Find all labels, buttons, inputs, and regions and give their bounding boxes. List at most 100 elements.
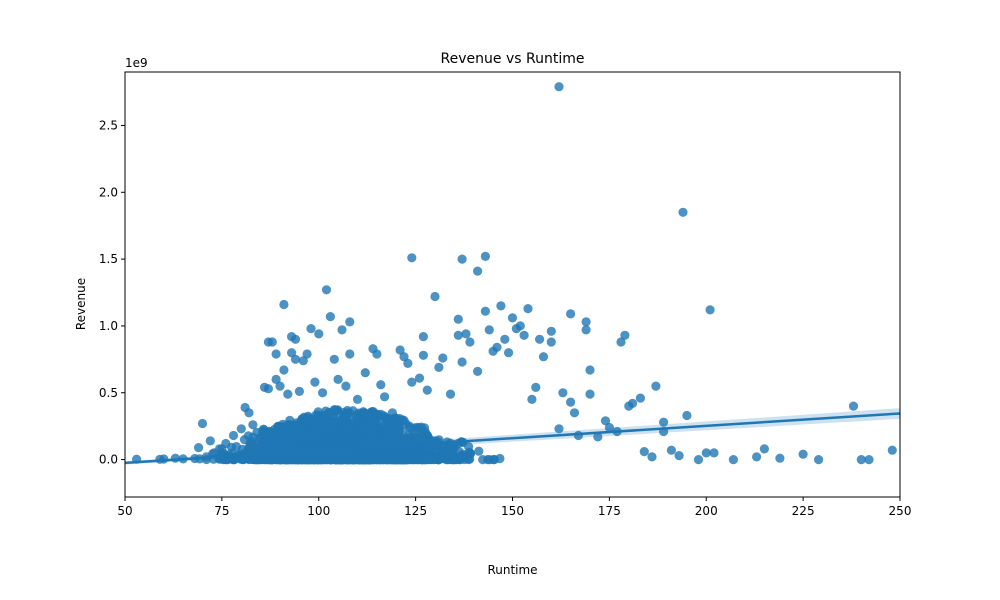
data-point bbox=[418, 332, 428, 342]
data-point bbox=[705, 305, 715, 315]
data-point bbox=[651, 381, 661, 391]
data-point bbox=[484, 455, 495, 465]
data-point bbox=[256, 441, 266, 451]
data-point bbox=[395, 445, 406, 455]
data-point bbox=[639, 447, 649, 457]
data-point bbox=[775, 453, 785, 463]
y-tick-label: 2.0 bbox=[99, 185, 118, 199]
data-point bbox=[294, 452, 305, 463]
data-point bbox=[400, 454, 410, 464]
data-point bbox=[473, 366, 483, 376]
data-point bbox=[318, 431, 328, 441]
data-point bbox=[527, 394, 537, 404]
data-point bbox=[443, 452, 453, 462]
data-point bbox=[585, 389, 595, 399]
data-point bbox=[303, 430, 313, 440]
x-tick-label: 225 bbox=[792, 504, 815, 518]
data-point bbox=[306, 324, 316, 334]
data-point bbox=[339, 455, 349, 465]
data-point bbox=[515, 321, 525, 331]
data-point bbox=[461, 329, 471, 339]
data-point bbox=[380, 392, 390, 402]
data-point bbox=[457, 254, 467, 264]
data-point bbox=[337, 325, 347, 335]
data-point bbox=[325, 312, 335, 322]
data-point bbox=[276, 424, 286, 434]
data-point bbox=[317, 421, 327, 431]
data-point bbox=[290, 354, 301, 364]
data-point bbox=[318, 388, 328, 398]
data-point bbox=[887, 445, 897, 455]
data-point bbox=[362, 435, 372, 445]
data-point bbox=[271, 349, 281, 359]
data-point bbox=[321, 285, 332, 295]
data-point bbox=[620, 330, 630, 340]
data-point bbox=[666, 445, 677, 455]
y-axis-offset-label: 1e9 bbox=[125, 56, 148, 70]
data-point bbox=[228, 430, 239, 441]
data-point bbox=[248, 454, 258, 464]
regression-line-layer bbox=[125, 412, 900, 465]
data-point bbox=[341, 409, 352, 419]
data-point bbox=[504, 348, 514, 358]
data-point bbox=[376, 430, 386, 440]
data-point bbox=[275, 381, 285, 391]
data-point bbox=[566, 309, 576, 319]
data-point bbox=[600, 416, 611, 426]
data-point bbox=[438, 353, 448, 363]
data-point bbox=[376, 380, 386, 390]
data-point bbox=[422, 430, 432, 440]
data-point bbox=[341, 381, 351, 391]
data-point bbox=[864, 455, 874, 465]
data-point bbox=[759, 444, 770, 454]
data-point bbox=[349, 425, 360, 435]
data-point bbox=[316, 455, 326, 465]
data-point bbox=[324, 452, 334, 462]
x-tick-label: 250 bbox=[889, 504, 912, 518]
points-layer bbox=[132, 82, 897, 465]
data-point bbox=[364, 419, 374, 429]
x-tick-label: 150 bbox=[501, 504, 524, 518]
data-point bbox=[416, 446, 426, 456]
data-point bbox=[752, 452, 762, 462]
data-point bbox=[265, 452, 275, 463]
data-point bbox=[399, 352, 409, 362]
data-point bbox=[322, 412, 332, 422]
y-tick-label: 1.5 bbox=[99, 252, 118, 266]
data-point bbox=[314, 411, 324, 421]
data-point bbox=[407, 377, 417, 387]
y-tick-label: 2.5 bbox=[99, 118, 118, 132]
x-tick-label: 100 bbox=[307, 504, 330, 518]
x-tick-label: 200 bbox=[695, 504, 718, 518]
data-point bbox=[434, 362, 444, 372]
data-point bbox=[387, 415, 397, 425]
data-point bbox=[566, 397, 576, 407]
data-point bbox=[523, 304, 533, 314]
data-point bbox=[279, 299, 289, 310]
data-point bbox=[414, 373, 425, 383]
data-point bbox=[354, 432, 364, 442]
data-point bbox=[345, 349, 355, 359]
data-point bbox=[546, 337, 556, 347]
data-point bbox=[848, 401, 859, 411]
data-point bbox=[422, 385, 432, 395]
data-point bbox=[604, 422, 615, 433]
data-point bbox=[480, 306, 490, 316]
data-point bbox=[417, 454, 427, 464]
data-point bbox=[546, 326, 556, 336]
data-point bbox=[581, 317, 591, 327]
data-point bbox=[418, 350, 428, 360]
chart-title: Revenue vs Runtime bbox=[441, 51, 585, 67]
data-point bbox=[682, 410, 692, 421]
data-point bbox=[236, 424, 246, 434]
data-point bbox=[701, 448, 711, 458]
data-point bbox=[362, 451, 372, 461]
data-point bbox=[659, 417, 669, 427]
data-point bbox=[647, 452, 657, 462]
data-point bbox=[294, 386, 304, 396]
data-point bbox=[352, 394, 363, 404]
y-axis-label: Revenue bbox=[74, 278, 88, 330]
data-point bbox=[209, 448, 219, 458]
